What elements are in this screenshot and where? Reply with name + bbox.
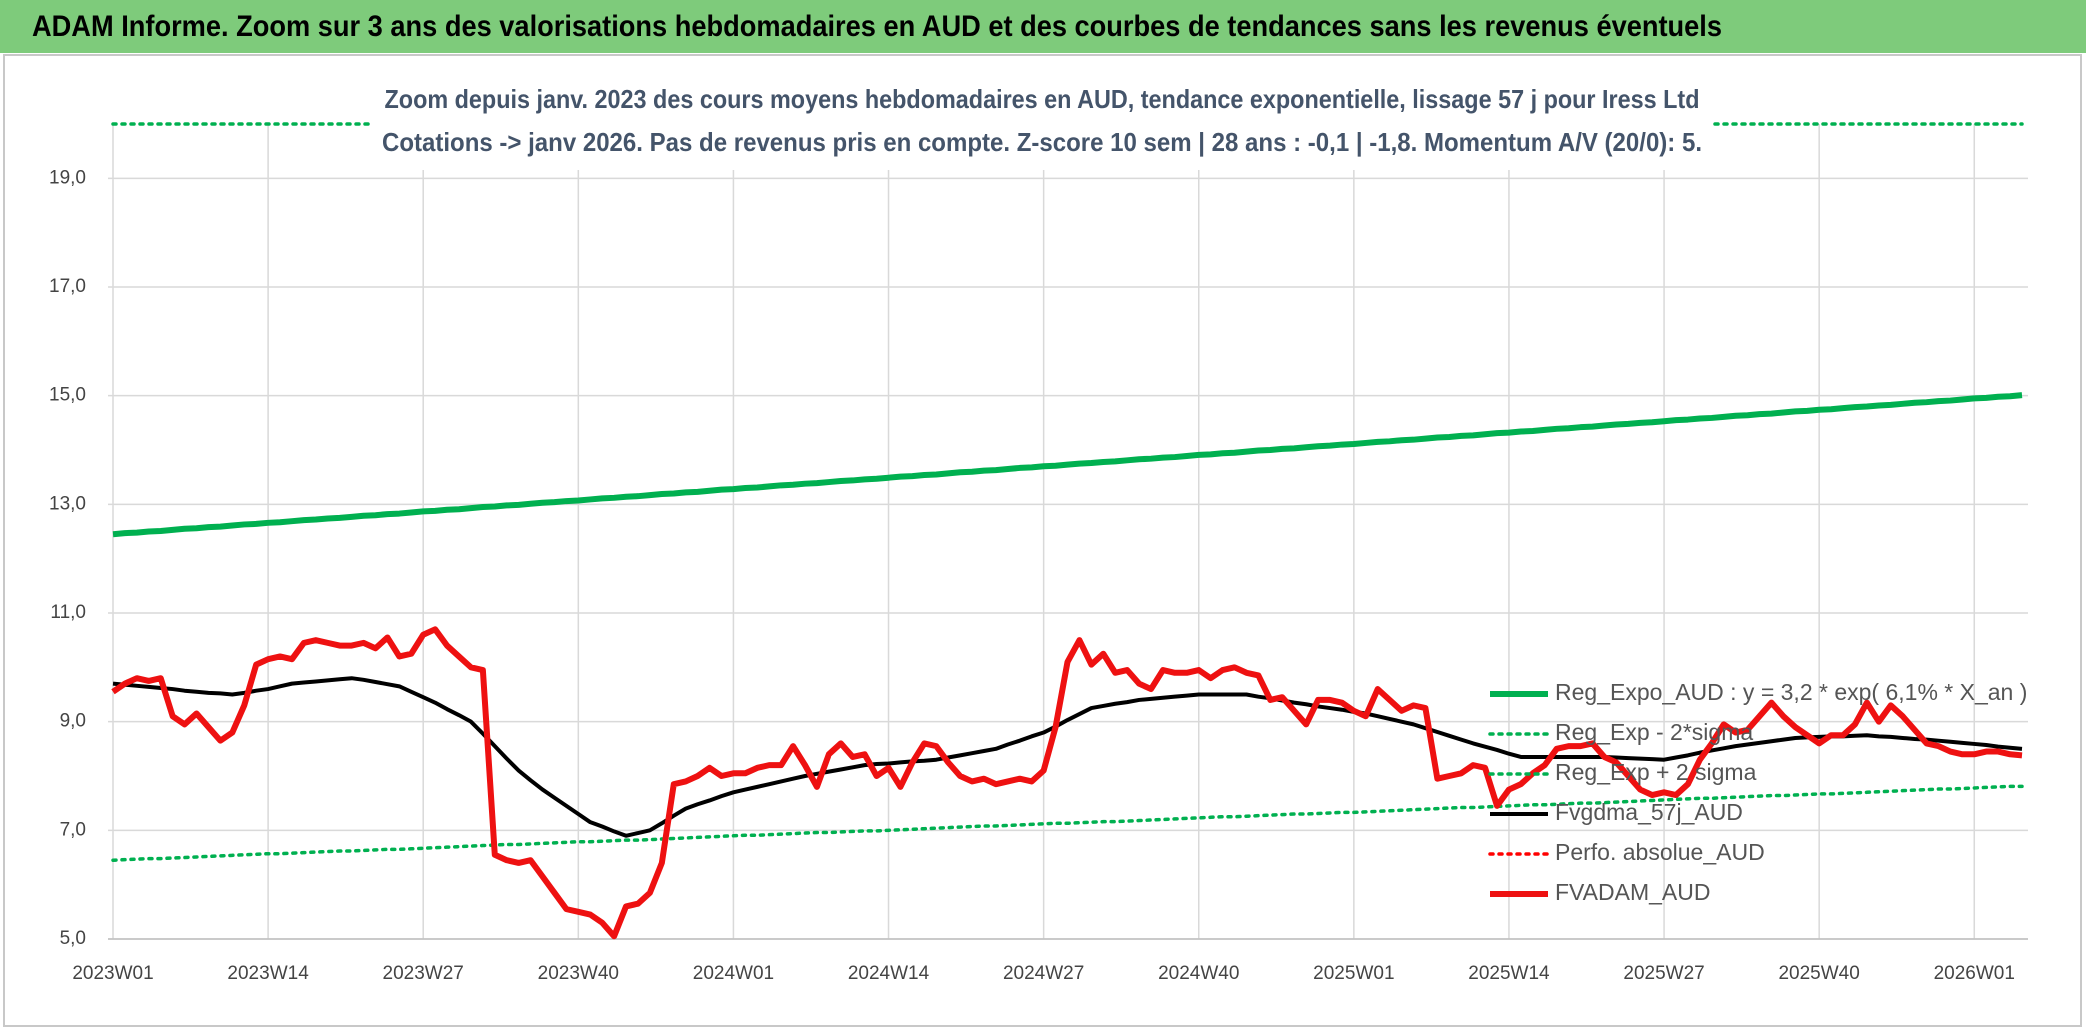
x-tick-label: 2026W01 bbox=[1934, 963, 2015, 984]
title-bar bbox=[0, 0, 2086, 53]
y-tick-label: 11,0 bbox=[50, 602, 86, 623]
page-title: ADAM Informe. Zoom sur 3 ans des valoris… bbox=[32, 10, 1722, 43]
x-tick-label: 2023W14 bbox=[227, 963, 309, 984]
y-tick-label: 5,0 bbox=[60, 928, 86, 949]
x-tick-label: 2025W01 bbox=[1313, 963, 1394, 984]
plot-area: 5,0 7,0 9,0 11,0 13,0 15,0 17,0 19,0 2023W01 2023… bbox=[49, 122, 2028, 984]
x-tick-label: 2024W40 bbox=[1158, 963, 1239, 984]
x-tick-label: 2025W27 bbox=[1623, 963, 1704, 984]
x-tick-label: 2025W40 bbox=[1778, 963, 1859, 984]
y-tick-label: 15,0 bbox=[49, 385, 86, 406]
y-tick-label: 19,0 bbox=[49, 167, 86, 188]
legend-label: Reg_Expo_AUD : y = 3,2 * exp( 6,1% * X_a… bbox=[1555, 679, 2027, 705]
y-tick-label: 9,0 bbox=[60, 711, 86, 732]
x-tick-label: 2024W01 bbox=[693, 963, 774, 984]
chart-subtitle: Cotations -> janv 2026. Pas de revenus p… bbox=[382, 127, 1702, 157]
x-tick-label: 2024W14 bbox=[848, 963, 930, 984]
legend: Reg_Expo_AUD : y = 3,2 * exp( 6,1% * X_a… bbox=[1488, 679, 2027, 905]
series-line bbox=[111, 784, 2024, 862]
x-tick-label: 2024W27 bbox=[1003, 963, 1084, 984]
legend-label: FVADAM_AUD bbox=[1555, 879, 1711, 905]
legend-label: Reg_Exp - 2*sigma bbox=[1555, 719, 1753, 745]
chart-border bbox=[3, 54, 2082, 1027]
chart-title: Zoom depuis janv. 2023 des cours moyens … bbox=[385, 84, 1700, 114]
y-tick-label: 7,0 bbox=[60, 819, 86, 840]
legend-label: Perfo. absolue_AUD bbox=[1555, 839, 1765, 865]
legend-label: Reg_Exp + 2 sigma bbox=[1555, 759, 1757, 785]
x-tick-label: 2023W40 bbox=[538, 963, 619, 984]
title-box bbox=[372, 78, 1712, 170]
x-tick-label: 2023W27 bbox=[383, 963, 464, 984]
legend-label: Fvgdma_57j_AUD bbox=[1555, 799, 1743, 825]
x-tick-label: 2023W01 bbox=[72, 963, 153, 984]
y-tick-label: 17,0 bbox=[49, 276, 86, 297]
series-line bbox=[111, 626, 2023, 940]
y-tick-label: 13,0 bbox=[49, 493, 86, 514]
series-line bbox=[112, 392, 2023, 538]
x-tick-label: 2025W14 bbox=[1468, 963, 1550, 984]
